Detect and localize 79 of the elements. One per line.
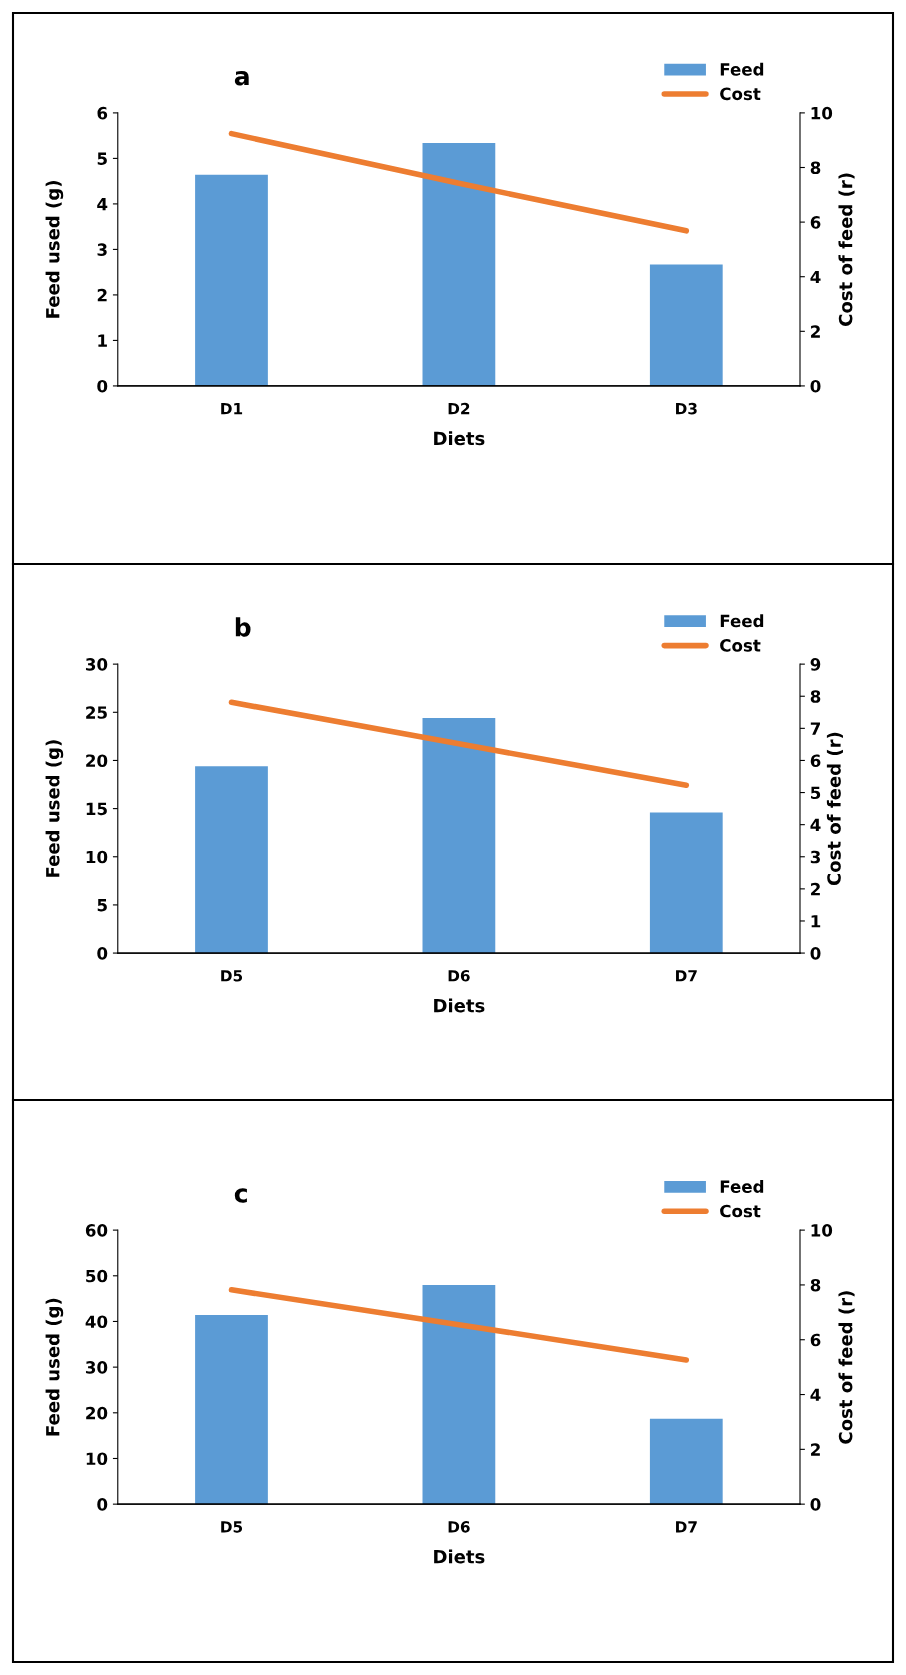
y-tick-label: 0 <box>97 1498 108 1511</box>
y2-tick-label: 8 <box>810 1278 821 1292</box>
y2-tick-label: 10 <box>811 1224 833 1237</box>
y2-tick-label: 0 <box>810 379 821 393</box>
y-tick-label: 0 <box>97 379 108 393</box>
y2-tick-label: 1 <box>811 915 821 928</box>
y-tick-label: 5 <box>97 899 107 912</box>
bar <box>649 1418 723 1505</box>
y-tick-label: 30 <box>85 658 108 671</box>
x-tick-label: D7 <box>676 970 697 982</box>
bar <box>422 718 496 954</box>
legend-label: Feed <box>720 62 764 76</box>
bar <box>422 1284 496 1505</box>
x-tick-label: D5 <box>221 1521 243 1533</box>
legend-label: Cost <box>720 1204 761 1218</box>
y-tick-label: 50 <box>86 1269 108 1283</box>
y-tick-label: 20 <box>86 1406 108 1420</box>
y2-tick-label: 4 <box>810 1388 821 1401</box>
legend-label: Cost <box>720 639 761 652</box>
y-tick-label: 60 <box>85 1224 108 1237</box>
y2-tick-label: 8 <box>810 690 821 703</box>
y-tick-label: 10 <box>86 850 108 864</box>
y-tick-label: 20 <box>86 754 108 768</box>
chart-title: c <box>234 1188 247 1203</box>
y2-tick-label: 2 <box>811 882 820 896</box>
y-tick-label: 4 <box>97 198 108 211</box>
x-tick-label: D2 <box>448 402 470 415</box>
y2-axis-title: Cost of feed (r) <box>826 732 843 886</box>
bar <box>649 812 723 954</box>
x-axis-title: Diets <box>434 431 485 446</box>
x-axis-title: Diets <box>434 1549 485 1564</box>
y-tick-label: 2 <box>97 288 107 302</box>
legend-label: Feed <box>720 614 764 628</box>
y-tick-label: 6 <box>97 106 108 120</box>
y2-axis-title: Cost of feed (r) <box>838 1291 855 1444</box>
y-axis-title: Feed used (g) <box>45 740 64 877</box>
y-tick-label: 1 <box>98 334 107 347</box>
y-tick-label: 25 <box>86 706 107 719</box>
y-tick-label: 0 <box>97 947 108 960</box>
x-tick-label: D6 <box>448 970 470 982</box>
y-tick-label: 15 <box>86 802 107 816</box>
x-tick-label: D1 <box>221 403 243 415</box>
y2-tick-label: 10 <box>811 106 833 120</box>
legend-label: Cost <box>720 87 761 101</box>
y2-tick-label: 0 <box>810 947 821 960</box>
y-tick-label: 10 <box>86 1452 108 1466</box>
bar <box>195 174 268 386</box>
y2-tick-label: 9 <box>810 658 821 671</box>
bar <box>649 264 723 386</box>
y-axis-title: Feed used (g) <box>45 1298 64 1436</box>
y2-tick-label: 2 <box>811 325 820 338</box>
chart-title: a <box>234 71 249 86</box>
y2-tick-label: 8 <box>810 161 821 175</box>
y2-tick-label: 6 <box>810 216 821 229</box>
legend-label: Feed <box>720 1180 764 1193</box>
bar <box>195 766 268 954</box>
y2-tick-label: 7 <box>810 722 820 735</box>
x-tick-label: D6 <box>448 1521 470 1533</box>
y2-axis-title: Cost of feed (r) <box>838 173 855 326</box>
bar <box>195 1315 268 1505</box>
y-tick-label: 3 <box>97 243 107 256</box>
y-tick-label: 5 <box>97 152 107 165</box>
y2-tick-label: 2 <box>811 1443 820 1456</box>
bar <box>422 142 496 386</box>
x-tick-label: D3 <box>676 402 697 415</box>
y2-tick-label: 0 <box>810 1498 821 1511</box>
x-axis-title: Diets <box>434 998 485 1013</box>
y2-tick-label: 3 <box>810 850 820 864</box>
y2-tick-label: 4 <box>810 818 821 831</box>
x-tick-label: D7 <box>676 1521 697 1533</box>
y2-tick-label: 6 <box>810 754 821 768</box>
y2-tick-label: 5 <box>811 786 821 800</box>
y-tick-label: 40 <box>85 1315 108 1329</box>
x-tick-label: D5 <box>221 970 243 982</box>
y-tick-label: 30 <box>85 1361 108 1374</box>
chart-title: b <box>235 617 251 637</box>
y2-tick-label: 6 <box>810 1333 821 1347</box>
y2-tick-label: 4 <box>810 270 821 284</box>
y-axis-title: Feed used (g) <box>45 181 64 318</box>
